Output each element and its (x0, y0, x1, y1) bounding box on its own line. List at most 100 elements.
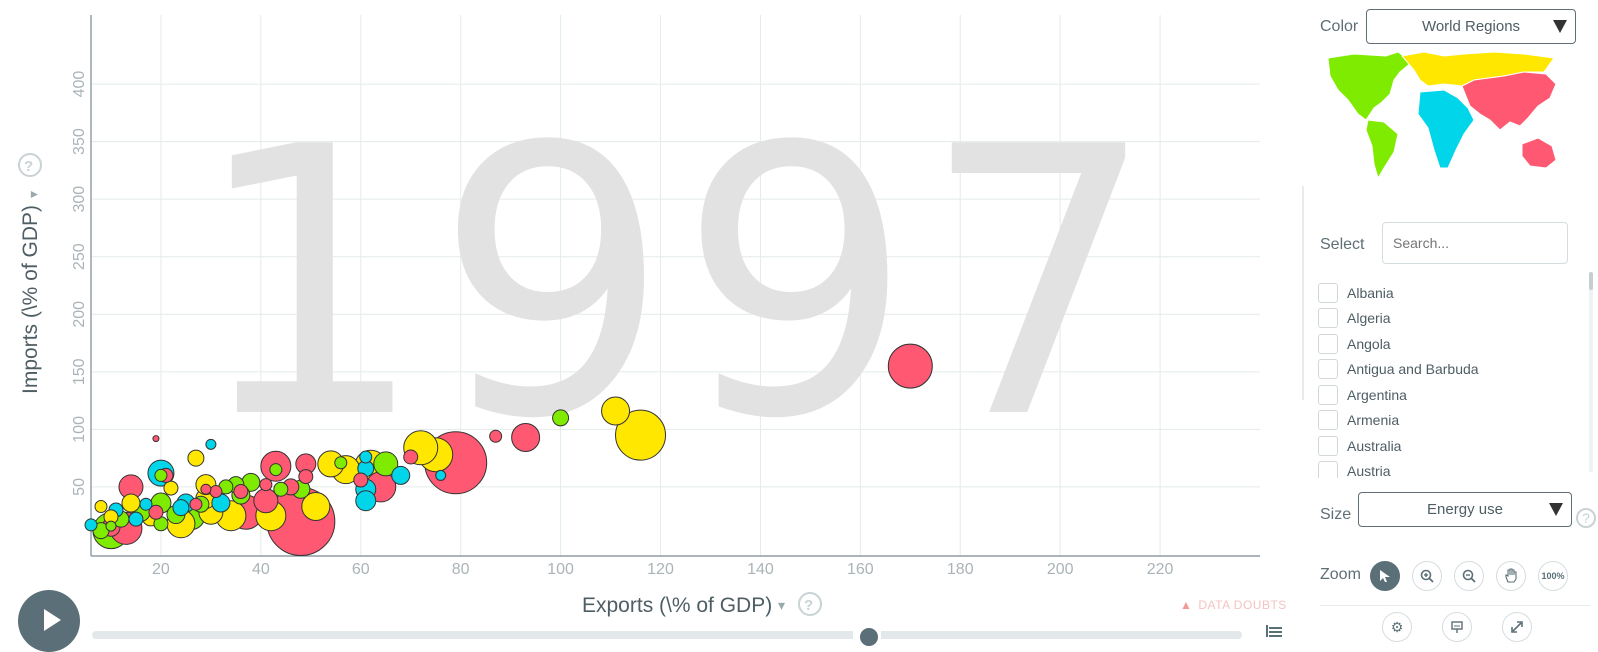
bubble-chart: 1997 20 40 60 80 100 120 140 160 180 200 220 50 100 1… (18, 15, 1260, 617)
country-label: Argentina (1347, 386, 1407, 403)
presentation-button[interactable] (1442, 612, 1472, 642)
americas-south-region[interactable] (1365, 119, 1399, 180)
fullscreen-button[interactable] (1502, 612, 1532, 642)
x-axis-caret-icon[interactable]: ▾ (778, 597, 785, 613)
asia-region[interactable] (1461, 71, 1557, 131)
x-tick-label: 120 (647, 561, 674, 578)
y-axis-caret-icon[interactable]: ▾ (25, 191, 41, 198)
country-checkbox[interactable] (1318, 359, 1338, 380)
bubble-point (373, 451, 399, 477)
y-tick-label: 150 (71, 358, 88, 385)
bubble-point (489, 429, 503, 443)
bubble-point (269, 463, 283, 477)
country-list-item[interactable]: Austria (1318, 459, 1578, 478)
bubble-point (511, 422, 541, 452)
x-axis-help-icon[interactable]: ? (798, 592, 822, 616)
bubble-point (84, 518, 98, 532)
bubble-point (601, 396, 631, 426)
country-list-item[interactable]: Angola (1318, 331, 1578, 357)
country-checkbox[interactable] (1318, 461, 1338, 478)
country-checkbox[interactable] (1318, 308, 1338, 329)
data-doubts-link[interactable]: ▲ DATA DOUBTS (1180, 598, 1287, 612)
bubble-point (152, 435, 160, 443)
color-label: Color (1320, 18, 1359, 35)
country-checkbox[interactable] (1318, 282, 1338, 303)
country-label: Austria (1347, 463, 1391, 478)
x-tick-label: 40 (252, 561, 270, 578)
country-checkbox[interactable] (1318, 384, 1338, 405)
chart-area: 1997 20 40 60 80 100 120 140 160 180 200 220 50 100 1… (18, 15, 1260, 617)
country-list-item[interactable]: Albania (1318, 280, 1578, 306)
axes (90, 15, 1260, 557)
y-tick-label: 250 (71, 243, 88, 270)
bubble-point (128, 511, 144, 527)
color-select-value: World Regions (1421, 18, 1521, 35)
country-label: Angola (1347, 335, 1391, 352)
country-list-item[interactable]: Argentina (1318, 382, 1578, 408)
bubble-point (353, 472, 369, 488)
x-tick-label: 160 (847, 561, 874, 578)
play-icon (44, 609, 61, 631)
bubble-point (552, 409, 570, 427)
bubbles (84, 343, 933, 556)
zoom-label: Zoom (1320, 566, 1361, 583)
svg-text:?: ? (24, 158, 33, 175)
country-list-scrollbar[interactable] (1589, 272, 1593, 472)
x-tick-label: 220 (1147, 561, 1174, 578)
select-label: Select (1320, 236, 1365, 253)
y-tick-label: 400 (71, 71, 88, 98)
speed-menu-icon[interactable] (1266, 624, 1282, 638)
country-list-item[interactable]: Algeria (1318, 306, 1578, 332)
bubble-point (298, 469, 314, 485)
country-list: Albania Algeria Angola Antigua and Barbuda A… (1318, 280, 1578, 478)
size-select[interactable]: Energy use (1358, 492, 1572, 527)
country-checkbox[interactable] (1318, 410, 1338, 431)
scrollbar-thumb[interactable] (1589, 272, 1593, 290)
search-input[interactable] (1382, 222, 1568, 264)
settings-button[interactable]: ⚙ (1382, 612, 1412, 642)
americas-north-region[interactable] (1327, 51, 1413, 121)
bubble-point (259, 478, 273, 492)
bubble-point (163, 480, 179, 496)
y-tick-label: 100 (71, 416, 88, 443)
country-label: Antigua and Barbuda (1347, 361, 1479, 378)
gear-icon: ⚙ (1390, 618, 1404, 635)
zoom-100-button[interactable]: 100% (1538, 561, 1568, 591)
cursor-tool-button[interactable] (1370, 561, 1400, 591)
svg-text:?: ? (804, 597, 813, 614)
country-checkbox[interactable] (1318, 435, 1338, 456)
x-tick-label: 80 (452, 561, 470, 578)
africa-region[interactable] (1417, 89, 1475, 169)
country-label: Algeria (1347, 310, 1391, 327)
zoom-out-button[interactable] (1454, 561, 1484, 591)
bubble-point (189, 497, 203, 511)
bubble-point (205, 438, 217, 450)
x-axis-title[interactable]: Exports (\% of GDP) (582, 594, 772, 617)
country-checkbox[interactable] (1318, 333, 1338, 354)
play-button[interactable] (18, 590, 80, 652)
time-slider-track[interactable] (92, 631, 1242, 639)
y-axis-help-icon[interactable]: ? (18, 153, 42, 177)
country-list-item[interactable]: Antigua and Barbuda (1318, 357, 1578, 383)
bubble-point (209, 485, 223, 499)
country-list-item[interactable]: Australia (1318, 433, 1578, 459)
year-watermark: 1997 (191, 70, 1165, 500)
pan-hand-button[interactable] (1496, 561, 1526, 591)
bubble-point (172, 499, 190, 517)
country-label: Albania (1347, 284, 1394, 301)
color-select[interactable]: World Regions (1366, 9, 1576, 44)
zoom-in-button[interactable] (1412, 561, 1442, 591)
bubble-point (121, 493, 141, 513)
bubble-point (94, 500, 108, 514)
bubble-point (301, 492, 331, 522)
size-help-icon[interactable]: ? (1576, 508, 1596, 528)
zoom-in-icon (1420, 569, 1434, 583)
x-tick-label: 180 (947, 561, 974, 578)
world-region-map[interactable] (1324, 50, 1572, 180)
oceania-region[interactable] (1521, 137, 1557, 169)
time-slider-handle[interactable] (858, 626, 880, 648)
tick-labels: 20 40 60 80 100 120 140 160 180 200 220 50 100 150 200… (71, 71, 1174, 578)
y-axis-title[interactable]: Imports (\% of GDP) (19, 205, 42, 394)
y-tick-label: 300 (71, 186, 88, 213)
country-list-item[interactable]: Armenia (1318, 408, 1578, 434)
